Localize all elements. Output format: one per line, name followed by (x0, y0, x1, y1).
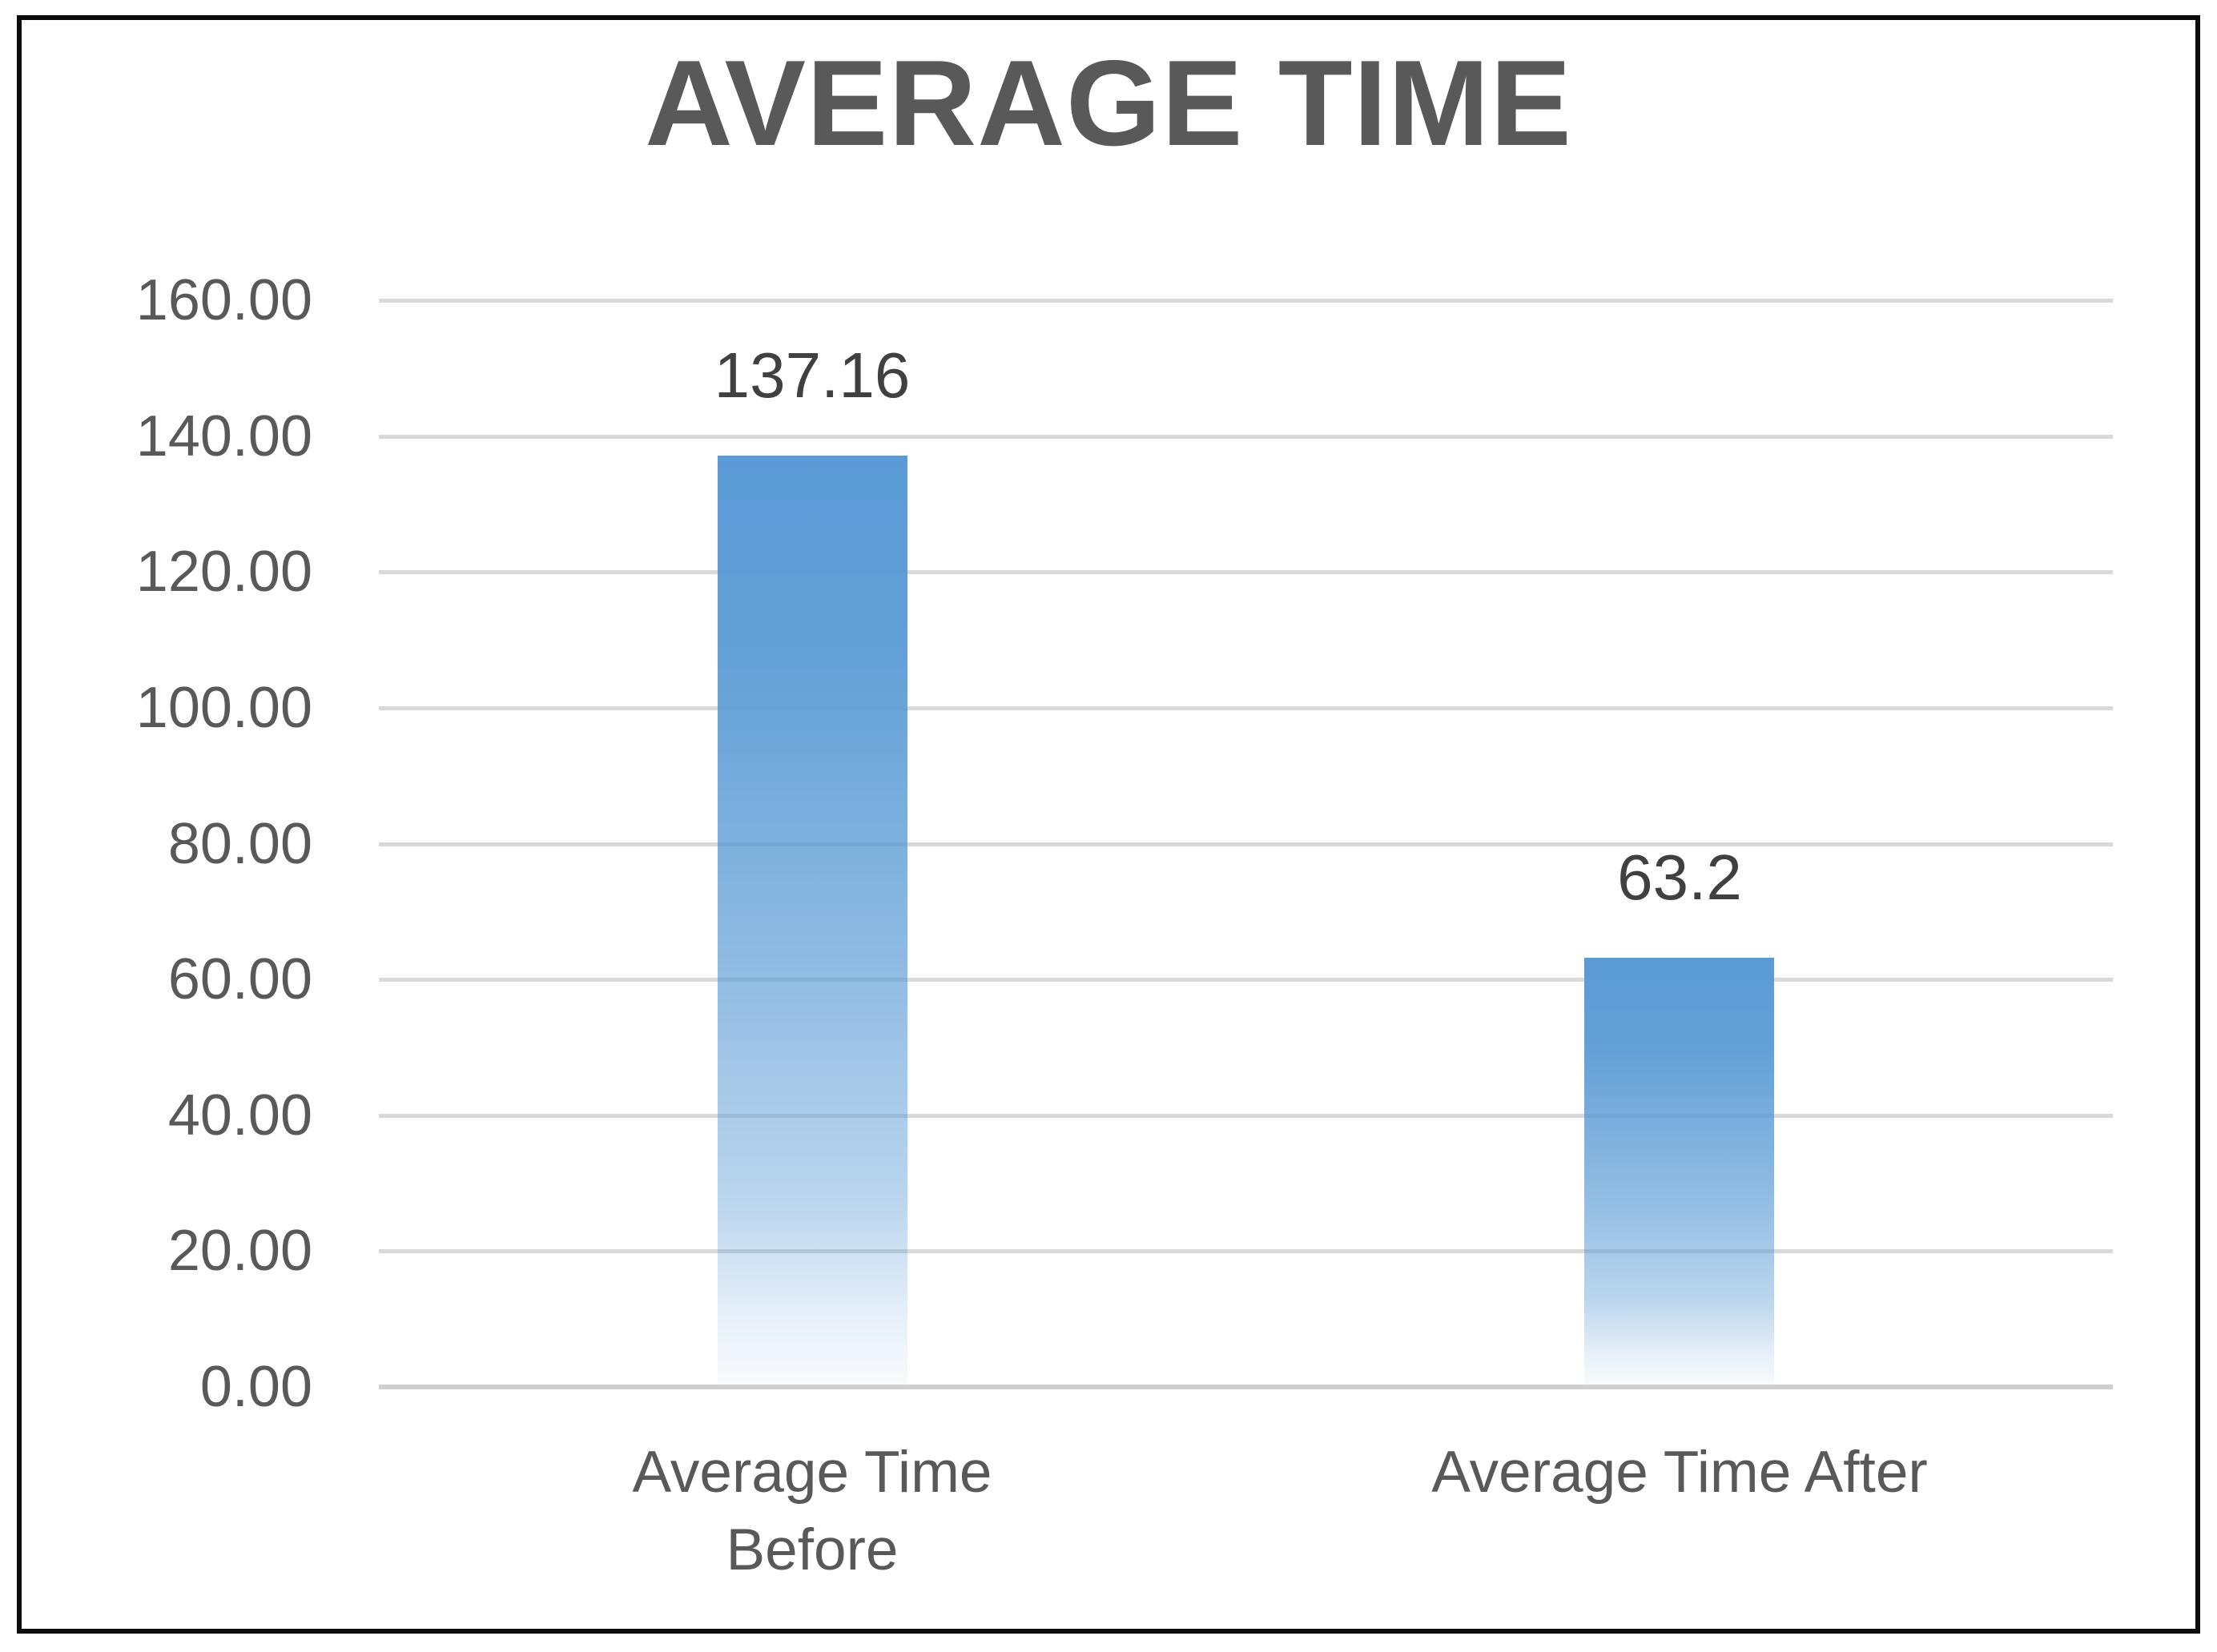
gridline-y-60 (379, 978, 2113, 983)
y-axis-tick-label: 60.00 (167, 947, 312, 1012)
chart-frame (17, 15, 2200, 1634)
gridline-y-80 (379, 842, 2113, 846)
gridline-y-20 (379, 1249, 2113, 1254)
y-axis-tick-label: 20.00 (167, 1219, 312, 1284)
gridline-y-160 (379, 299, 2113, 303)
bar-average-time-after (1584, 958, 1774, 1385)
gridline-y-40 (379, 1113, 2113, 1118)
y-axis-tick-label: 80.00 (167, 811, 312, 876)
chart-title: AVERAGE TIME (645, 35, 1572, 171)
gridline-y-140 (379, 434, 2113, 439)
bar-average-time-before (718, 456, 907, 1385)
y-axis-tick-label: 120.00 (135, 540, 312, 605)
y-axis-tick-label: 40.00 (167, 1083, 312, 1148)
y-axis-tick-label: 140.00 (135, 404, 312, 468)
y-axis-tick-label: 100.00 (135, 675, 312, 740)
bar-value-label-average-time-before: 137.16 (714, 340, 911, 411)
y-axis-tick-label: 0.00 (199, 1355, 312, 1419)
y-axis-tick-label: 160.00 (135, 268, 312, 332)
gridline-y-120 (379, 570, 2113, 575)
bar-value-label-average-time-after: 63.2 (1617, 842, 1742, 913)
gridline-y-0 (379, 1385, 2113, 1389)
x-axis-category-label-average-time-after: Average Time After (1431, 1440, 1928, 1505)
gridline-y-100 (379, 705, 2113, 710)
x-axis-category-label-average-time-before: Average Time Before (632, 1440, 992, 1582)
